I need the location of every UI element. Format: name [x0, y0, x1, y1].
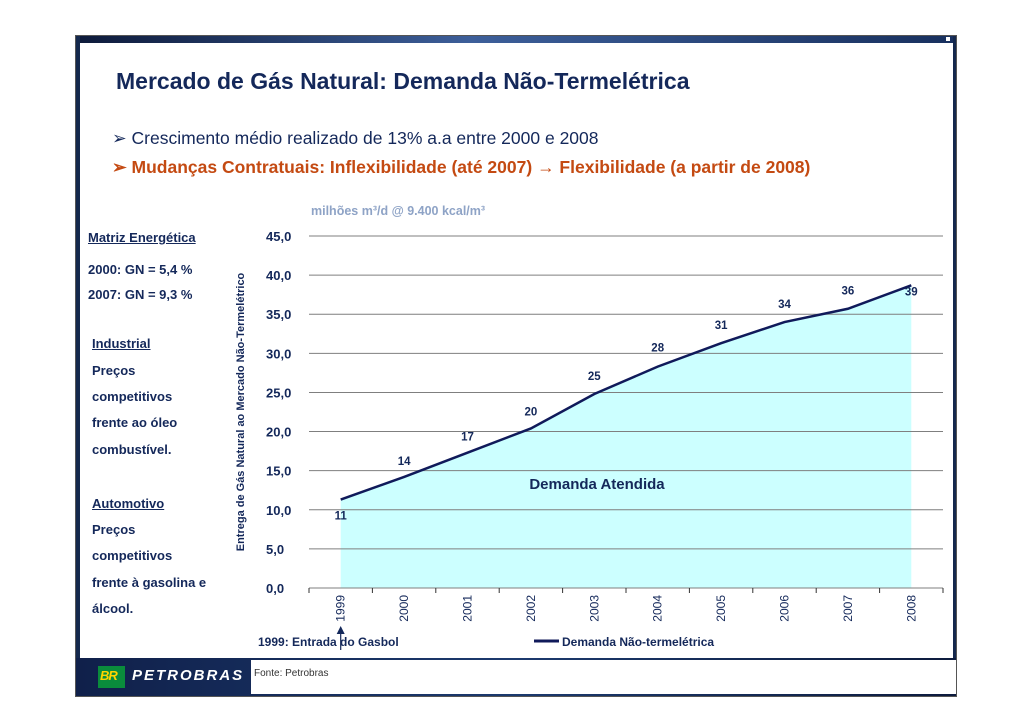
- demand-chart: milhões m³/d @ 9.400 kcal/m³ Entrega de G…: [235, 204, 944, 650]
- y-tick-label: 45,0: [266, 229, 291, 244]
- right-arrow-icon: →: [537, 157, 555, 177]
- source-text: Fonte: Petrobras: [254, 668, 329, 679]
- slide-title: Mercado de Gás Natural: Demanda Não-Term…: [116, 68, 690, 94]
- demand-line: [340, 284, 912, 501]
- matriz-2007: 2007: GN = 9,3 %: [88, 287, 193, 302]
- automotivo-line: Preços: [92, 522, 136, 537]
- bullet-contracts-text-a: Mudanças Contratuais: Inflexibilidade (a…: [131, 157, 538, 177]
- industrial-line: competitivos: [92, 389, 173, 404]
- bullet-contracts-text-b: Flexibilidade (a partir de 2008): [554, 157, 811, 177]
- unit-label: milhões m³/d @ 9.400 kcal/m³: [311, 204, 485, 218]
- x-tick-label: 1999: [334, 595, 348, 622]
- x-tick-label: 2000: [397, 595, 411, 622]
- corner-marker: [946, 37, 950, 41]
- y-tick-label: 30,0: [266, 346, 291, 361]
- annotation-arrow-head-icon: [336, 626, 345, 634]
- bullet-growth: ➢ Crescimento médio realizado de 13% a.a…: [112, 128, 599, 149]
- automotivo-line: álcool.: [92, 601, 134, 616]
- left-border: [76, 36, 80, 696]
- automotivo-line: frente à gasolina e: [92, 575, 207, 590]
- x-tick-label: 2003: [587, 595, 601, 622]
- industrial-line: combustível.: [92, 442, 172, 457]
- x-tick-label: 2006: [778, 595, 792, 622]
- data-label: 31: [715, 320, 728, 332]
- industrial-line: Preços: [92, 363, 136, 378]
- arrow-bullet-icon: ➢: [112, 157, 132, 177]
- x-tick-label: 2005: [714, 595, 728, 622]
- arrow-bullet-icon: ➢: [112, 128, 132, 148]
- data-label: 25: [588, 371, 601, 383]
- data-label: 17: [461, 432, 474, 444]
- x-tick-label: 2008: [904, 595, 918, 622]
- data-label: 14: [398, 456, 411, 468]
- x-tick-label: 2007: [841, 595, 855, 622]
- y-tick-label: 35,0: [266, 307, 291, 322]
- bullet-contracts: ➢ Mudanças Contratuais: Inflexibilidade …: [112, 157, 810, 178]
- automotivo-line: competitivos: [92, 548, 173, 563]
- data-label: 34: [778, 299, 791, 311]
- x-tick-label: 2002: [524, 595, 538, 622]
- petrobras-logo: BR: [98, 666, 125, 688]
- industrial-title: Industrial: [92, 336, 151, 351]
- y-tick-label: 25,0: [266, 385, 291, 400]
- data-label: 20: [525, 406, 538, 418]
- legend-label: Demanda Não-termelétrica: [562, 635, 714, 649]
- x-tick-label: 2001: [461, 595, 475, 622]
- y-axis-title: Entrega de Gás Natural ao Mercado Não-Te…: [235, 272, 247, 551]
- source-box: [251, 660, 956, 694]
- y-tick-label: 20,0: [266, 425, 291, 440]
- annotation-text: 1999: Entrada do Gasbol: [258, 635, 399, 649]
- data-label: 36: [842, 286, 855, 298]
- area-label: Demanda Atendida: [529, 476, 665, 493]
- y-tick-label: 15,0: [266, 464, 291, 479]
- area-fill: [340, 285, 912, 588]
- data-label: 11: [335, 511, 348, 523]
- bullet-growth-text: Crescimento médio realizado de 13% a.a e…: [131, 128, 599, 148]
- x-tick-label: 2004: [651, 595, 665, 622]
- y-tick-label: 0,0: [266, 581, 284, 596]
- right-border: [953, 36, 956, 696]
- y-tick-label: 40,0: [266, 268, 291, 283]
- y-tick-label: 5,0: [266, 542, 284, 557]
- data-label: 39: [905, 286, 918, 298]
- y-tick-label: 10,0: [266, 503, 291, 518]
- matriz-2000: 2000: GN = 5,4 %: [88, 262, 193, 277]
- brand-name: PETROBRAS: [132, 667, 245, 684]
- industrial-line: frente ao óleo: [92, 415, 178, 430]
- matriz-title: Matriz Energética: [88, 230, 196, 245]
- top-bar: [76, 36, 956, 43]
- automotivo-title: Automotivo: [92, 496, 165, 511]
- logo-text: BR: [100, 668, 118, 683]
- data-label: 28: [651, 343, 664, 355]
- slide-frame: Mercado de Gás Natural: Demanda Não-Term…: [75, 35, 957, 697]
